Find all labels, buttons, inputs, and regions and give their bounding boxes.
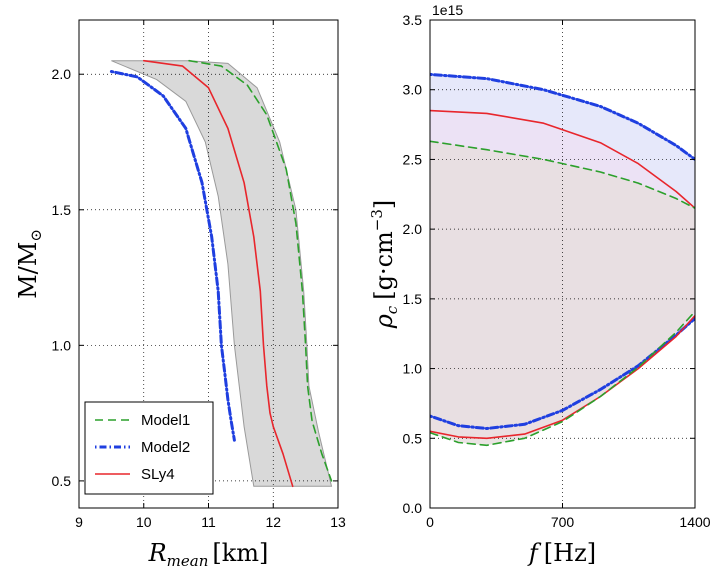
x-axis-label-unit: [Hz] xyxy=(544,539,596,567)
y-tick-label: 3.5 xyxy=(403,12,423,28)
y-tick-label: 2.0 xyxy=(403,221,423,237)
legend: Model1 Model2 SLy4 xyxy=(84,401,214,495)
series-model2-upper xyxy=(430,72,695,161)
x-axis-label: Rmean [km] xyxy=(148,539,269,570)
x-tick-label: 12 xyxy=(265,514,281,530)
left-panel: 9 10 11 12 13 0.5 1.0 1.5 2.0 Rmean [km] M/M⊙ Model1… xyxy=(14,19,346,570)
y-axis-label-sub: c xyxy=(383,305,401,314)
y-tick-label: 0.5 xyxy=(52,473,72,489)
x-tick-label: 700 xyxy=(551,514,575,530)
series-sly4-upper xyxy=(430,109,695,209)
legend-label-sly4: SLy4 xyxy=(141,466,175,483)
y-tick-label: 1.5 xyxy=(403,291,423,307)
x-axis-label-sub: mean xyxy=(167,552,209,570)
x-axis-label-main: R xyxy=(148,539,167,567)
series-model2-lower xyxy=(430,316,695,430)
x-tick-label: 11 xyxy=(201,514,216,530)
x-tick-label: 1400 xyxy=(679,514,710,530)
x-tick-label: 13 xyxy=(330,514,346,530)
x-tick-label: 0 xyxy=(426,514,434,530)
series-model1-upper xyxy=(430,140,695,209)
y-tick-label: 2.5 xyxy=(403,151,423,167)
plot-area xyxy=(79,20,338,508)
band-model1-band xyxy=(430,141,695,446)
y-tick-label: 0.5 xyxy=(403,430,423,446)
y-axis-label: ρc [g·cm−3] xyxy=(368,200,401,330)
right-panel: 0 700 1400 0.0 0.5 1.0 1.5 2.0 2.5 3.0 3.5 1e15 f [Hz… xyxy=(368,2,711,567)
x-axis-label: f [Hz] xyxy=(527,539,596,567)
y-tick-label: 1.5 xyxy=(52,202,72,218)
legend-label-model2: Model2 xyxy=(141,439,190,456)
x-tick-label: 9 xyxy=(75,514,83,530)
y-axis-label-unit: [g·cm xyxy=(370,231,398,300)
y-tick-label: 3.0 xyxy=(403,82,423,98)
legend-label-model1: Model1 xyxy=(141,412,190,429)
series-model2 xyxy=(109,70,236,442)
y-tick-label: 0.0 xyxy=(403,500,423,516)
y-axis-label-sub: ⊙ xyxy=(27,229,45,242)
plot-area xyxy=(430,20,695,508)
x-tick-label: 10 xyxy=(136,514,152,530)
y-tick-label: 1.0 xyxy=(52,337,72,353)
series-sly4-lower xyxy=(430,314,695,440)
x-axis-label-unit: [km] xyxy=(212,539,268,567)
uncertainty-band xyxy=(111,60,333,487)
series-model1 xyxy=(188,59,333,482)
y-tick-label: 2.0 xyxy=(52,66,72,82)
y-axis-label-unit-close: ] xyxy=(370,200,398,209)
y-tick-label: 1.0 xyxy=(403,361,423,377)
x-axis-label-main: f xyxy=(527,539,542,567)
y-axis-label-unit-exponent: −3 xyxy=(368,209,386,231)
y-axis-label: M/M⊙ xyxy=(14,229,45,299)
series-model1-lower xyxy=(430,310,695,447)
y-axis-label-main: M/M xyxy=(14,242,42,299)
series-sly4 xyxy=(143,59,294,488)
y-axis-label-main: ρ xyxy=(370,314,398,329)
y-offset-label: 1e15 xyxy=(432,2,463,18)
